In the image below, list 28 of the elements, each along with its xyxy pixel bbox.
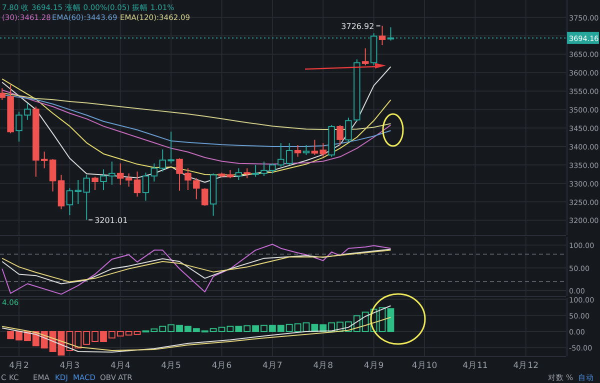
- candlestick: [49, 158, 56, 192]
- x-tick-label: 4月8: [313, 361, 334, 371]
- x-tick-label: 4月4: [110, 361, 130, 371]
- candlestick: [362, 48, 369, 66]
- candlestick: [235, 168, 242, 181]
- candlestick: [320, 142, 326, 158]
- candlestick: [142, 172, 150, 202]
- candlestick: [201, 188, 208, 206]
- x-tick-label: 4月11: [462, 361, 488, 371]
- x-tick-label: 4月3: [60, 361, 80, 371]
- annotation: 3201.01: [94, 216, 128, 225]
- x-tick-label: 4月7: [262, 361, 282, 371]
- candlestick: [66, 188, 74, 216]
- candlestick: [92, 176, 98, 190]
- x-tick-label: 4月6: [212, 361, 232, 371]
- x-tick-label: 4月12: [513, 361, 538, 371]
- x-tick-label: 4月2: [9, 361, 29, 371]
- candlestick: [244, 168, 250, 179]
- candlestick: [336, 124, 344, 146]
- candlestick: [193, 178, 200, 200]
- x-tick-label: 4月5: [161, 361, 181, 371]
- candlestick: [134, 171, 141, 198]
- annotation: 3726.92: [341, 22, 374, 31]
- candlestick: [294, 144, 302, 158]
- x-tick-label: 4月10: [412, 361, 438, 371]
- x-tick-label: 4月9: [364, 361, 384, 371]
- bar: [387, 308, 394, 332]
- candlestick: [387, 26, 394, 42]
